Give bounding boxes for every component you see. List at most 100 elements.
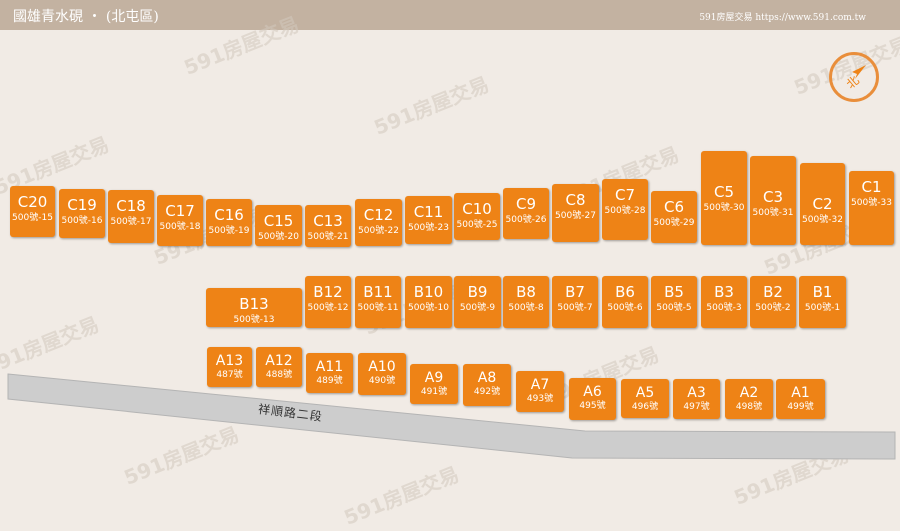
lot-b2[interactable]: B2 500號-2 (750, 276, 796, 328)
lot-b12[interactable]: B12 500號-12 (305, 276, 351, 328)
lot-address: 500號-27 (555, 211, 596, 221)
lot-code: A8 (477, 370, 497, 386)
lot-address: 500號-18 (159, 222, 201, 232)
lot-b5[interactable]: B5 500號-5 (651, 276, 697, 328)
lot-address: 500號-11 (357, 303, 399, 313)
lot-code: C9 (515, 195, 537, 213)
road (7, 373, 896, 460)
lot-code: A3 (687, 385, 706, 401)
lot-code: B5 (664, 283, 684, 301)
lot-b13[interactable]: B13 500號-13 (206, 288, 302, 327)
lot-a9[interactable]: A9 491號 (410, 364, 458, 404)
lot-code: A9 (424, 370, 444, 386)
lot-a7[interactable]: A7 493號 (516, 371, 564, 412)
lot-a5[interactable]: A5 496號 (621, 379, 669, 418)
lot-code: A13 (215, 353, 244, 369)
page-title: 國雄青水硯 ‧ (北屯區) (13, 9, 159, 25)
lot-code: C15 (263, 212, 294, 230)
lot-address: 500號-32 (802, 215, 843, 225)
lot-code: C1 (861, 178, 882, 196)
lot-address: 500號-29 (653, 218, 695, 228)
lot-a12[interactable]: A12 488號 (256, 347, 302, 387)
lot-c1[interactable]: C1 500號-33 (849, 171, 894, 245)
lot-address: 500號-31 (752, 208, 794, 218)
lot-address: 499號 (787, 402, 814, 412)
lot-c17[interactable]: C17 500號-18 (157, 195, 203, 246)
lot-a6[interactable]: A6 495號 (569, 378, 616, 420)
lot-c6[interactable]: C6 500號-29 (651, 191, 697, 243)
lot-c5[interactable]: C5 500號-30 (701, 151, 747, 245)
lot-code: B11 (363, 283, 393, 301)
compass-label: 北 (844, 73, 862, 91)
lot-address: 500號-15 (12, 213, 53, 223)
lot-code: B9 (467, 283, 488, 301)
lot-code: A12 (265, 353, 293, 369)
lot-c19[interactable]: C19 500號-16 (59, 189, 105, 238)
lot-address: 497號 (683, 402, 710, 412)
lot-a8[interactable]: A8 492號 (463, 364, 511, 406)
lot-c3[interactable]: C3 500號-31 (750, 156, 796, 245)
lot-a1[interactable]: A1 499號 (776, 379, 825, 419)
lot-code: B12 (313, 283, 343, 301)
header-bar: 國雄青水硯 ‧ (北屯區) 591房屋交易 https://www.591.co… (0, 0, 900, 30)
lot-address: 493號 (526, 394, 554, 404)
watermark: 591房屋交易 (340, 461, 463, 530)
lot-address: 488號 (265, 370, 293, 380)
lot-b9[interactable]: B9 500號-9 (454, 276, 501, 328)
lot-b10[interactable]: B10 500號-10 (405, 276, 452, 328)
lot-address: 500號-16 (61, 216, 103, 226)
lot-code: B6 (615, 283, 635, 301)
lot-code: C11 (413, 203, 444, 221)
lot-code: B7 (565, 283, 585, 301)
lot-c9[interactable]: C9 500號-26 (503, 188, 549, 239)
lot-c18[interactable]: C18 500號-17 (108, 190, 154, 243)
lot-address: 500號-9 (459, 303, 496, 313)
lot-b6[interactable]: B6 500號-6 (602, 276, 648, 328)
lot-address: 500號-30 (703, 203, 745, 213)
lot-code: C6 (663, 198, 685, 216)
lot-address: 500號-12 (307, 303, 349, 313)
lot-b7[interactable]: B7 500號-7 (552, 276, 598, 328)
lot-code: B2 (763, 283, 783, 301)
lot-c20[interactable]: C20 500號-15 (10, 186, 55, 237)
lot-a3[interactable]: A3 497號 (673, 379, 720, 419)
lot-c10[interactable]: C10 500號-25 (454, 193, 500, 240)
lot-code: B1 (812, 283, 833, 301)
lot-c13[interactable]: C13 500號-21 (305, 205, 351, 247)
north-arrow-icon: 北 (844, 65, 866, 92)
lot-address: 500號-1 (804, 303, 841, 313)
lot-code: C7 (614, 186, 636, 204)
lot-address: 500號-23 (408, 223, 449, 233)
lot-c16[interactable]: C16 500號-19 (206, 199, 252, 246)
lot-c7[interactable]: C7 500號-28 (602, 179, 648, 240)
watermark: 591房屋交易 (370, 71, 493, 140)
lot-b8[interactable]: B8 500號-8 (503, 276, 549, 328)
lot-a11[interactable]: A11 489號 (306, 353, 353, 393)
lot-address: 500號-25 (456, 220, 498, 230)
lot-code: C12 (363, 206, 394, 224)
lot-code: A10 (368, 359, 396, 375)
lot-address: 500號-22 (358, 226, 399, 236)
lot-b3[interactable]: B3 500號-3 (701, 276, 747, 328)
lot-b11[interactable]: B11 500號-11 (355, 276, 401, 328)
lot-code: B8 (516, 283, 536, 301)
lot-code: C2 (812, 195, 833, 213)
lot-address: 500號-19 (208, 226, 250, 236)
lot-c15[interactable]: C15 500號-20 (255, 205, 302, 246)
lot-address: 500號-21 (307, 232, 349, 242)
lot-code: B10 (413, 283, 444, 301)
lot-a2[interactable]: A2 498號 (725, 379, 773, 419)
lot-c11[interactable]: C11 500號-23 (405, 196, 452, 244)
lot-c8[interactable]: C8 500號-27 (552, 184, 599, 242)
lot-c2[interactable]: C2 500號-32 (800, 163, 845, 245)
lot-code: C5 (713, 183, 735, 201)
north-compass: 北 (829, 52, 879, 102)
lot-c12[interactable]: C12 500號-22 (355, 199, 402, 246)
lot-address: 500號-3 (706, 303, 742, 313)
lot-address: 500號-2 (755, 303, 791, 313)
lot-code: C13 (313, 212, 343, 230)
lot-b1[interactable]: B1 500號-1 (799, 276, 846, 328)
lot-code: A7 (530, 377, 550, 393)
lot-a10[interactable]: A10 490號 (358, 353, 406, 395)
lot-a13[interactable]: A13 487號 (207, 347, 252, 387)
